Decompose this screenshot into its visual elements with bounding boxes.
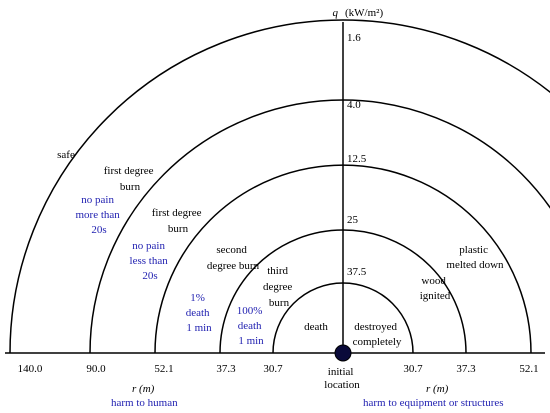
zone-label-death: death — [304, 321, 328, 333]
zone-label-first-degree-burn-outer: first degree burn — [104, 165, 157, 193]
r-value-left: 37.3 — [216, 363, 236, 375]
note-no-pain-less-than-20s: no pain less than 20s — [130, 240, 171, 282]
q-value: 12.5 — [347, 153, 367, 165]
r-value-right: 52.1 — [519, 363, 538, 375]
r-axis-label-right: r (m) — [426, 383, 449, 395]
zone-label-safe: safe — [57, 149, 75, 161]
q-value: 4.0 — [347, 99, 361, 111]
zone-label-wood-ignited: wood ignited — [420, 275, 451, 302]
note-100-percent-death: 100% death 1 min — [237, 305, 265, 347]
r-value-left: 140.0 — [18, 363, 43, 375]
zone-boundary-arc-1-6 — [9, 19, 550, 354]
q-value: 1.6 — [347, 32, 361, 44]
r-axis-label-left: r (m) — [132, 383, 155, 395]
r-value-right: 37.3 — [456, 363, 476, 375]
q-axis-label: q — [333, 7, 339, 19]
initial-location-marker — [334, 344, 352, 362]
zone-label-destroyed-completely: destroyed completely — [353, 321, 402, 348]
note-1-percent-death: 1% death 1 min — [186, 292, 213, 334]
r-value-left: 30.7 — [263, 363, 283, 375]
r-value-left: 52.1 — [154, 363, 173, 375]
harm-to-equipment-caption: harm to equipment or structures — [363, 397, 504, 409]
q-value: 25 — [347, 214, 359, 226]
zone-label-plastic-melted-down: plastic melted down — [446, 244, 504, 271]
zone-label-first-degree-burn-inner: first degree burn — [152, 207, 205, 235]
r-value-right: 30.7 — [403, 363, 423, 375]
r-value-left: 90.0 — [86, 363, 106, 375]
q-axis-unit: (kW/m²) — [345, 7, 383, 19]
zone-label-second-degree-burn: second degree burn — [207, 244, 260, 272]
q-value: 37.5 — [347, 266, 367, 278]
zone-label-third-degree-burn: third degree burn — [263, 265, 295, 309]
harm-to-human-caption: harm to human — [111, 397, 178, 409]
note-no-pain-more-than-20s: no pain more than 20s — [75, 194, 122, 236]
initial-location-label: initial location — [324, 366, 360, 391]
